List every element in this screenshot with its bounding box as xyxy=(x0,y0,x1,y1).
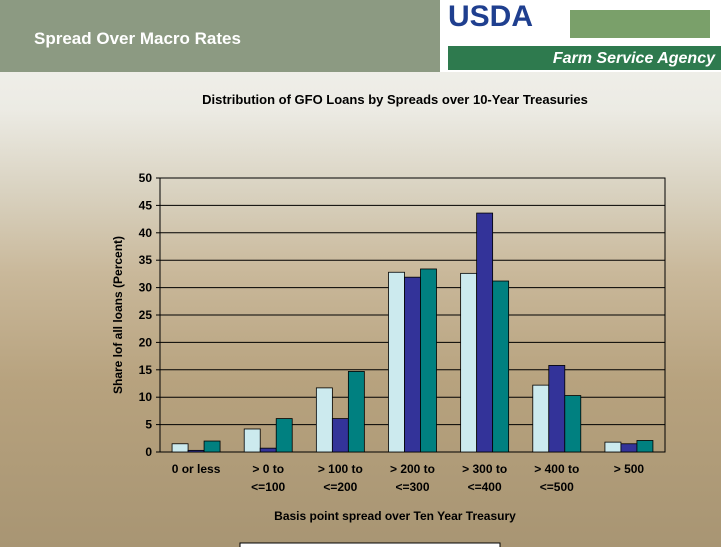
bar xyxy=(477,213,493,452)
agency: Farm Service Agency xyxy=(553,50,716,67)
y-tick-label: 40 xyxy=(139,226,153,240)
chart-title: Distribution of GFO Loans by Spreads ove… xyxy=(202,92,588,107)
y-tick-label: 50 xyxy=(139,171,153,185)
slide-title: Spread Over Macro Rates xyxy=(34,29,241,48)
bar xyxy=(332,419,348,452)
bar xyxy=(172,444,188,452)
bar xyxy=(637,440,653,452)
y-tick-label: 35 xyxy=(139,253,153,267)
logo: USDA xyxy=(448,0,533,33)
x-tick-label: > 100 to <=200 xyxy=(304,460,376,496)
y-tick-label: 30 xyxy=(139,281,153,295)
bar xyxy=(204,441,220,452)
y-tick-label: 0 xyxy=(145,445,152,459)
y-tick-label: 45 xyxy=(139,198,153,212)
bar xyxy=(348,371,364,452)
logo-image xyxy=(570,10,710,38)
x-tick-label: > 500 xyxy=(593,460,665,478)
legend-box xyxy=(240,543,500,547)
bar xyxy=(421,269,437,452)
bar xyxy=(316,388,332,452)
bar xyxy=(493,281,509,452)
bar xyxy=(389,272,405,452)
x-tick-label: > 300 to <=400 xyxy=(449,460,521,496)
bar xyxy=(244,429,260,452)
x-tick-label: 0 or less xyxy=(160,460,232,478)
slide: Spread Over Macro Rates USDA Farm Servic… xyxy=(0,0,721,547)
bar xyxy=(621,444,637,452)
y-axis-label: Share lof all loans (Percent) xyxy=(111,236,125,394)
bar xyxy=(188,450,204,452)
x-tick-label: > 400 to <=500 xyxy=(521,460,593,496)
y-tick-label: 20 xyxy=(139,335,153,349)
bar xyxy=(260,448,276,452)
y-tick-label: 25 xyxy=(139,308,153,322)
bar xyxy=(405,277,421,452)
x-axis-label: Basis point spread over Ten Year Treasur… xyxy=(274,509,516,523)
bar xyxy=(605,442,621,452)
y-tick-label: 5 xyxy=(145,418,152,432)
bar xyxy=(461,273,477,452)
bar xyxy=(565,396,581,452)
bar xyxy=(549,365,565,452)
bar xyxy=(276,419,292,452)
y-tick-label: 15 xyxy=(139,363,153,377)
y-tick-label: 10 xyxy=(139,390,153,404)
x-tick-label: > 0 to <=100 xyxy=(232,460,304,496)
x-tick-label: > 200 to <=300 xyxy=(377,460,449,496)
bar xyxy=(533,385,549,452)
